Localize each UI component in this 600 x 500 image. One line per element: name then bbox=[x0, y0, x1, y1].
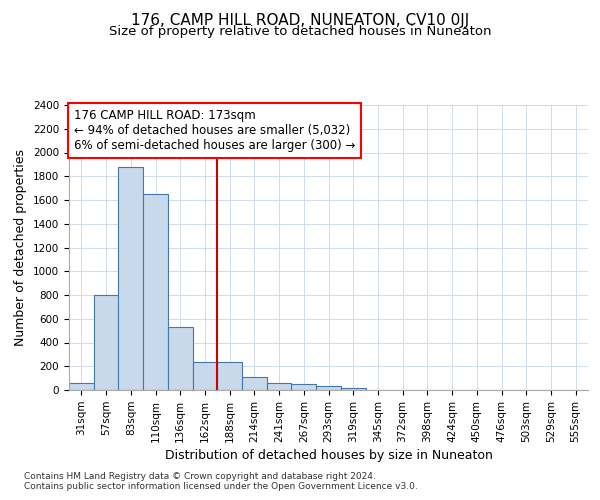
X-axis label: Distribution of detached houses by size in Nuneaton: Distribution of detached houses by size … bbox=[164, 449, 493, 462]
Bar bbox=[69, 383, 94, 390]
Text: 176, CAMP HILL ROAD, NUNEATON, CV10 0JJ: 176, CAMP HILL ROAD, NUNEATON, CV10 0JJ bbox=[131, 12, 469, 28]
Bar bbox=[143, 194, 168, 390]
Bar bbox=[316, 386, 341, 390]
Y-axis label: Number of detached properties: Number of detached properties bbox=[14, 149, 28, 346]
Text: 176 CAMP HILL ROAD: 173sqm
← 94% of detached houses are smaller (5,032)
6% of se: 176 CAMP HILL ROAD: 173sqm ← 94% of deta… bbox=[74, 110, 356, 152]
Bar bbox=[193, 362, 217, 390]
Bar bbox=[242, 377, 267, 390]
Bar bbox=[292, 384, 316, 390]
Bar bbox=[118, 167, 143, 390]
Text: Contains public sector information licensed under the Open Government Licence v3: Contains public sector information licen… bbox=[24, 482, 418, 491]
Bar bbox=[94, 295, 118, 390]
Text: Size of property relative to detached houses in Nuneaton: Size of property relative to detached ho… bbox=[109, 25, 491, 38]
Bar bbox=[168, 327, 193, 390]
Bar bbox=[217, 362, 242, 390]
Bar bbox=[341, 388, 365, 390]
Text: Contains HM Land Registry data © Crown copyright and database right 2024.: Contains HM Land Registry data © Crown c… bbox=[24, 472, 376, 481]
Bar bbox=[267, 383, 292, 390]
